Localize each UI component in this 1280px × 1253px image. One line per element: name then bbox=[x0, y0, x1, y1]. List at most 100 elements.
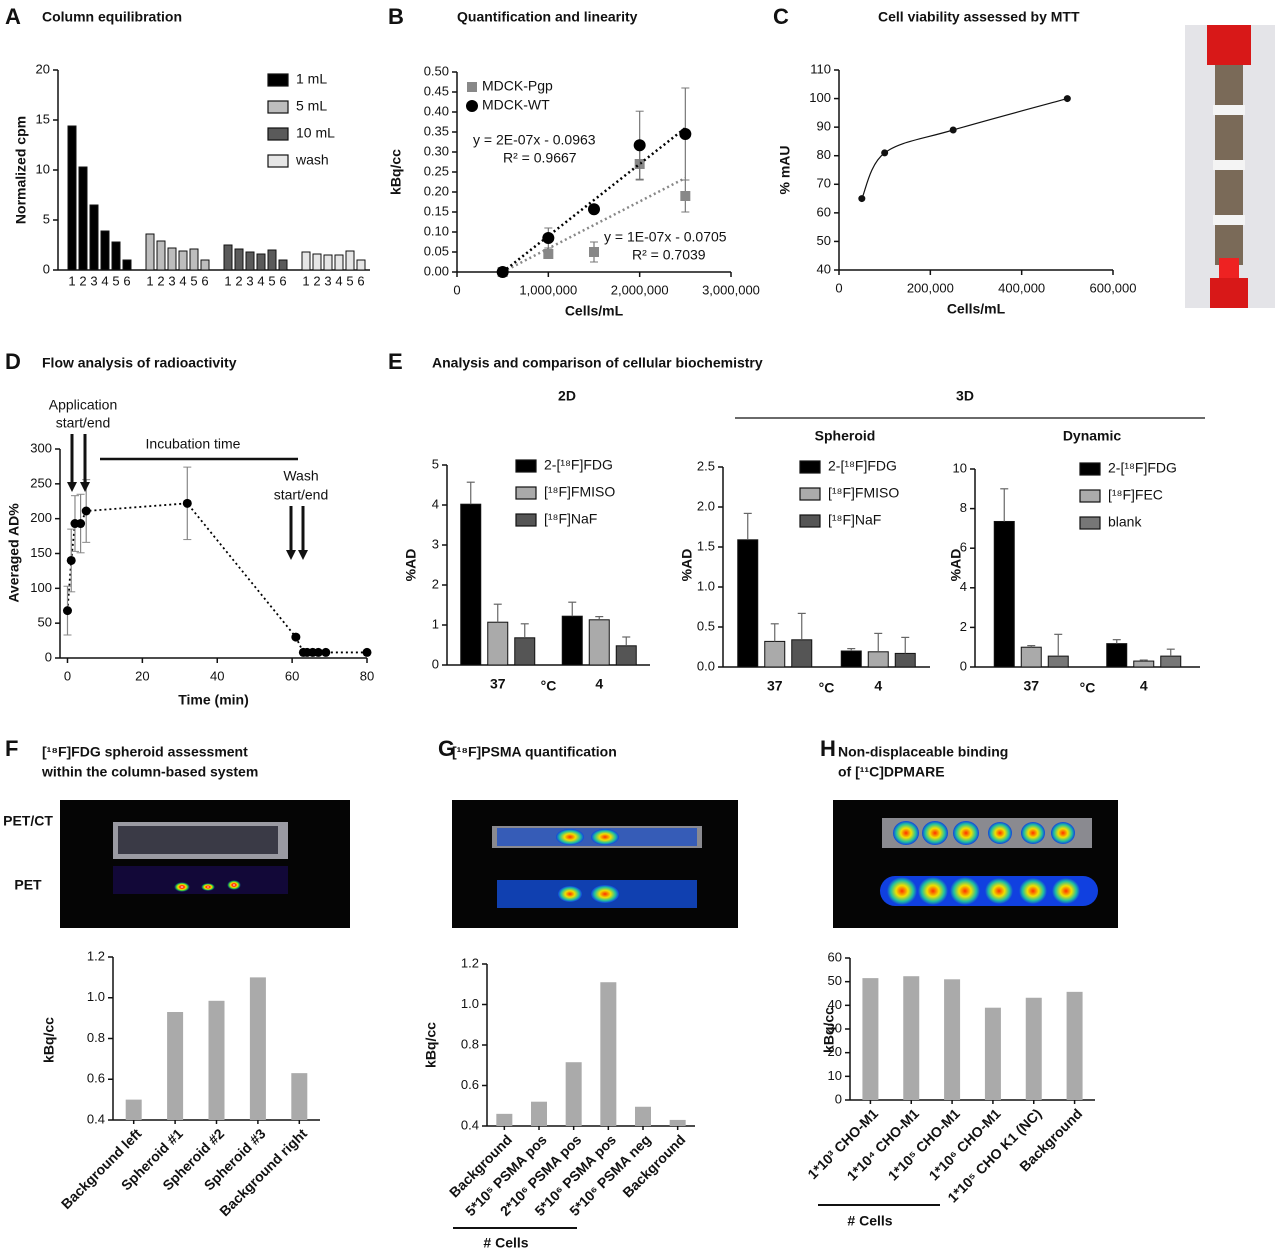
y-tick-label: 0 bbox=[960, 658, 967, 673]
y-tick-label: 0.20 bbox=[424, 183, 449, 198]
x-tick-label: 2,000,000 bbox=[611, 282, 669, 297]
x-tick-label: 4 bbox=[101, 273, 108, 288]
y-tick-label: 40 bbox=[817, 261, 831, 276]
group-label: 3D bbox=[956, 388, 974, 404]
bar bbox=[145, 233, 155, 271]
bar bbox=[737, 539, 759, 668]
bar bbox=[1047, 655, 1069, 668]
y-tick-label: 1 bbox=[432, 616, 439, 631]
y-tick-label: 0.50 bbox=[424, 63, 449, 78]
pet-image-h bbox=[833, 800, 1118, 928]
x-tick-label: 2 bbox=[235, 273, 242, 288]
y-tick-label: 60 bbox=[817, 204, 831, 219]
bar bbox=[167, 1012, 184, 1120]
point bbox=[680, 191, 691, 201]
y-axis-label: Averaged AD% bbox=[6, 503, 22, 603]
y-tick-label: 8 bbox=[960, 500, 967, 515]
bar bbox=[1160, 655, 1182, 668]
y-tick-label: 0.0 bbox=[697, 658, 715, 673]
x-axis-label: °C bbox=[541, 678, 557, 694]
legend-label: 1 mL bbox=[296, 71, 327, 87]
bar bbox=[245, 251, 255, 271]
legend-swatch bbox=[799, 487, 821, 501]
point bbox=[321, 647, 331, 657]
legend-label: MDCK-Pgp bbox=[482, 78, 553, 94]
annotation: R² = 0.7039 bbox=[632, 247, 706, 263]
x-axis-label: # Cells bbox=[847, 1213, 892, 1229]
bar bbox=[122, 259, 132, 271]
bar bbox=[167, 247, 177, 271]
bar bbox=[223, 244, 233, 271]
image-label: PET/CT bbox=[3, 813, 53, 829]
bar bbox=[565, 1062, 582, 1126]
legend-swatch bbox=[267, 100, 289, 114]
legend-swatch bbox=[1079, 462, 1101, 476]
bar bbox=[356, 259, 366, 271]
legend-label: [¹⁸F]NaF bbox=[544, 511, 597, 527]
y-tick-label: 1.0 bbox=[461, 996, 479, 1011]
x-tick-label: 80 bbox=[360, 668, 374, 683]
bar bbox=[496, 1113, 513, 1126]
y-tick-label: 100 bbox=[30, 580, 52, 595]
bar bbox=[178, 250, 188, 271]
point bbox=[496, 266, 509, 278]
legend-swatch bbox=[1079, 516, 1101, 530]
bar bbox=[894, 652, 916, 668]
panel-letter: E bbox=[388, 349, 403, 374]
bar bbox=[1066, 991, 1083, 1100]
y-tick-label: 0.6 bbox=[461, 1077, 479, 1092]
y-tick-label: 60 bbox=[828, 949, 842, 964]
bar bbox=[278, 259, 288, 271]
bar bbox=[944, 979, 961, 1100]
annotation: Application bbox=[49, 397, 118, 413]
x-tick-label: 1 bbox=[302, 273, 309, 288]
point bbox=[182, 498, 192, 508]
bar bbox=[78, 166, 88, 271]
bar bbox=[234, 248, 244, 271]
legend-label: [¹⁸F]FMISO bbox=[544, 484, 615, 500]
chart-title: Non-displaceable binding bbox=[838, 744, 1008, 760]
legend-swatch bbox=[515, 459, 537, 473]
y-axis-label: kBq/cc bbox=[423, 1022, 439, 1068]
y-tick-label: 40 bbox=[828, 997, 842, 1012]
x-tick-label: 60 bbox=[285, 668, 299, 683]
legend-swatch bbox=[515, 486, 537, 500]
bar bbox=[1025, 997, 1042, 1100]
bar bbox=[301, 251, 311, 271]
bar bbox=[312, 253, 322, 271]
bar bbox=[903, 976, 920, 1100]
annotation: R² = 0.9667 bbox=[503, 150, 577, 166]
annotation: Incubation time bbox=[146, 436, 241, 452]
bar bbox=[588, 619, 610, 666]
x-tick-label: 200,000 bbox=[907, 280, 954, 295]
bar bbox=[1106, 643, 1128, 668]
bar bbox=[200, 259, 210, 271]
y-tick-label: 0.35 bbox=[424, 123, 449, 138]
y-tick-label: 10 bbox=[828, 1068, 842, 1083]
y-axis-label: %AD bbox=[948, 549, 964, 582]
x-tick-label: 1*10³ CHO-M1 bbox=[804, 1105, 881, 1182]
bar bbox=[867, 651, 889, 668]
y-axis-label: kBq/cc bbox=[821, 1007, 837, 1053]
bar bbox=[208, 1000, 225, 1120]
bar bbox=[460, 503, 482, 666]
point bbox=[543, 249, 554, 259]
y-tick-label: 0.25 bbox=[424, 163, 449, 178]
y-tick-label: 150 bbox=[30, 545, 52, 560]
x-tick-label: 4 bbox=[1140, 678, 1148, 694]
legend-swatch bbox=[799, 460, 821, 474]
x-tick-label: 2 bbox=[313, 273, 320, 288]
y-tick-label: 2.5 bbox=[697, 458, 715, 473]
arrow-head bbox=[67, 482, 77, 492]
bar bbox=[125, 1099, 142, 1120]
x-tick-label: 1*10⁴ CHO-M1 bbox=[844, 1105, 923, 1184]
x-tick-label: 400,000 bbox=[998, 280, 1045, 295]
y-tick-label: 300 bbox=[30, 440, 52, 455]
y-tick-label: 50 bbox=[828, 973, 842, 988]
y-tick-label: 100 bbox=[809, 90, 831, 105]
x-tick-label: 1 bbox=[68, 273, 75, 288]
legend-label: 2-[¹⁸F]FDG bbox=[544, 457, 613, 473]
trend-line bbox=[501, 127, 687, 273]
x-tick-label: 1 bbox=[224, 273, 231, 288]
y-tick-label: 15 bbox=[36, 111, 50, 126]
